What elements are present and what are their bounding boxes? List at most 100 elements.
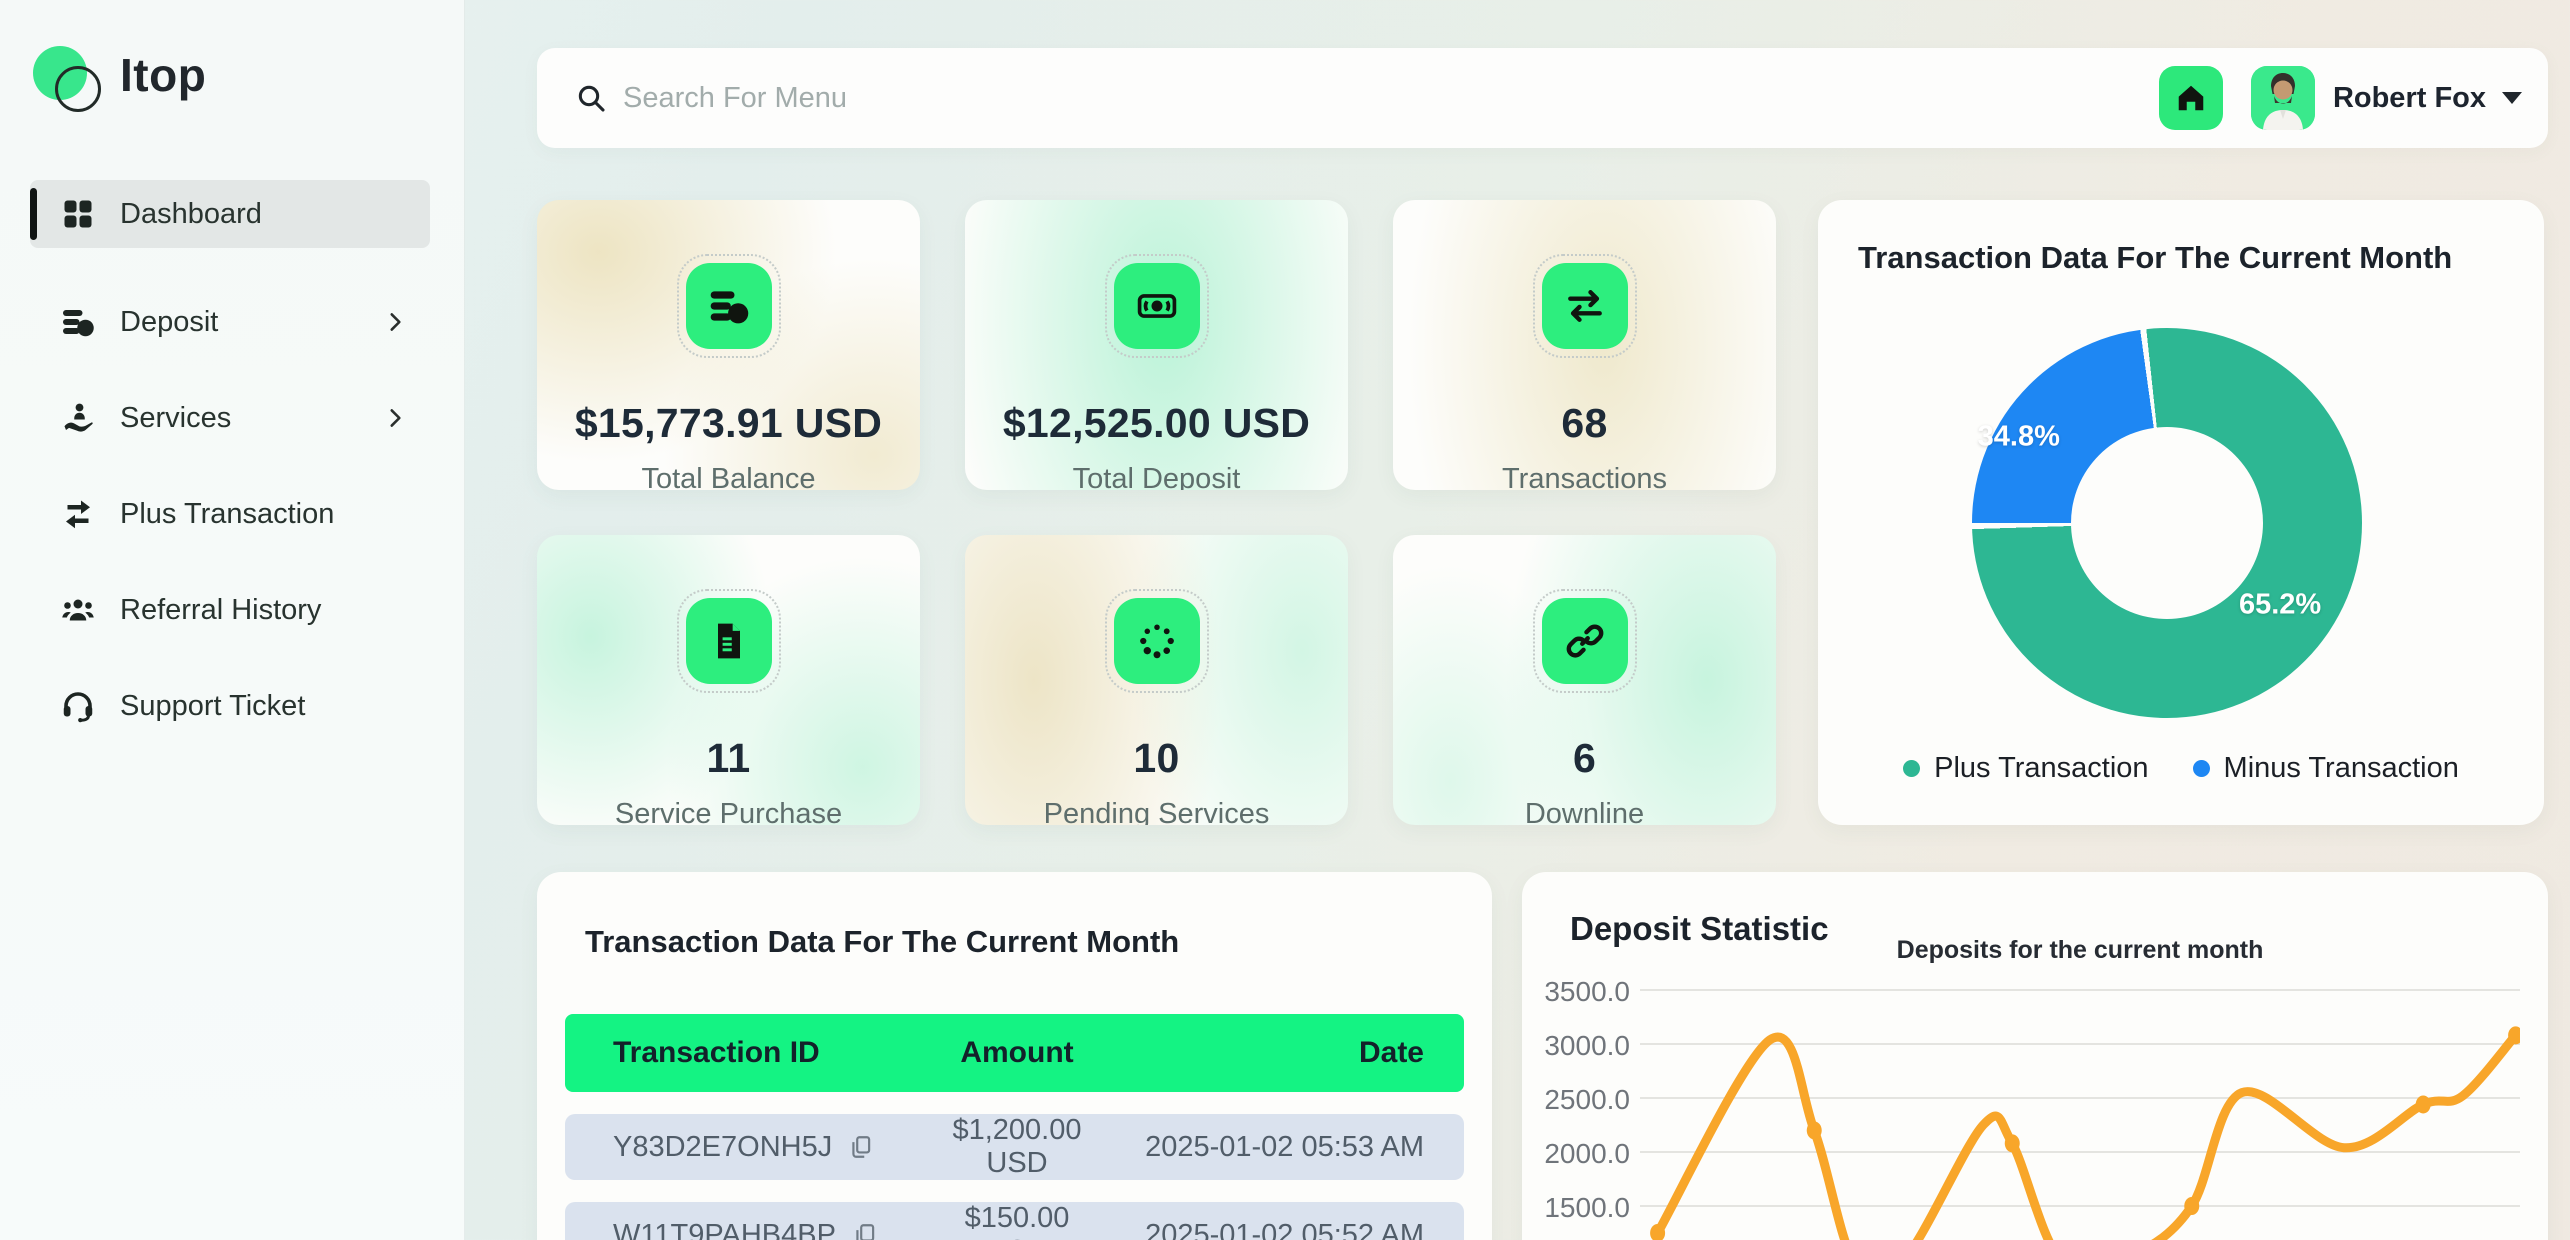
sidebar-item-label: Referral History [120, 593, 322, 626]
legend-item-minus: Minus Transaction [2192, 752, 2459, 785]
y-axis-tick: 2500.0 [1544, 1084, 1630, 1115]
coins-icon [685, 263, 772, 349]
sidebar-item-deposit[interactable]: Deposit [30, 288, 430, 356]
stat-value: 6 [1572, 735, 1597, 781]
y-axis-tick: 3500.0 [1544, 976, 1630, 1007]
y-axis-tick: 2000.0 [1544, 1138, 1630, 1169]
transaction-amount: $150.00 USD [964, 1202, 1070, 1240]
stat-label: Pending Services [1043, 798, 1270, 825]
chevron-right-icon[interactable] [382, 309, 408, 335]
icon-ring [676, 254, 781, 358]
legend-label: Minus Transaction [2223, 752, 2459, 784]
stat-value: $12,525.00 USD [1002, 400, 1311, 446]
hand-service-icon [60, 400, 96, 436]
user-name[interactable]: Robert Fox [2332, 81, 2486, 114]
stat-card-total-balance: $15,773.91 USD Total Balance [537, 200, 920, 490]
sidebar-item-services[interactable]: Services [30, 384, 430, 452]
users-icon [60, 592, 96, 628]
sidebar-item-referral-history[interactable]: Referral History [30, 576, 430, 644]
sidebar-item-label: Support Ticket [120, 689, 306, 722]
dashboard-grid-icon [60, 196, 96, 232]
logo-ring-circle-icon [55, 66, 101, 112]
donut-hole [2071, 427, 2263, 619]
transaction-id: Y83D2E7ONH5J [613, 1130, 833, 1163]
stat-value: $15,773.91 USD [574, 400, 883, 446]
copy-icon[interactable] [852, 1222, 878, 1240]
logo-text: Itop [120, 49, 207, 101]
legend-label: Plus Transaction [1934, 752, 2149, 784]
transfer-arrows-icon [1541, 263, 1628, 349]
stat-label: Service Purchase [614, 798, 843, 825]
chevron-right-icon[interactable] [382, 405, 408, 431]
avatar[interactable] [2250, 66, 2315, 130]
link-icon [1541, 598, 1628, 684]
sidebar-item-label: Plus Transaction [120, 497, 335, 530]
donut-chart: 34.8% 65.2% [1972, 328, 2362, 718]
banknote-icon [1113, 263, 1200, 349]
gridlines [1640, 989, 2520, 1207]
deposit-line-path [1653, 1030, 2520, 1240]
legend-dot [2192, 760, 2210, 777]
icon-ring [1104, 589, 1209, 693]
donut-panel-title: Transaction Data For The Current Month [1858, 240, 2453, 275]
table-header-row: Transaction ID Amount Date [565, 1014, 1464, 1092]
main-content: Robert Fox $15,773.91 USD Total Balance … [465, 0, 2570, 1240]
column-header-amount: Amount [960, 1036, 1074, 1069]
stat-value: 10 [1133, 735, 1180, 781]
home-button[interactable] [2158, 66, 2223, 130]
stat-value: 11 [706, 735, 751, 781]
sidebar-item-label: Services [120, 401, 232, 434]
donut-plus-pct-label: 65.2% [2238, 588, 2322, 621]
spinner-icon [1113, 598, 1200, 684]
sidebar: Itop Dashboard Deposit Services [0, 0, 465, 1240]
donut-panel: Transaction Data For The Current Month 3… [1818, 200, 2544, 825]
sidebar-item-dashboard[interactable]: Dashboard [30, 180, 430, 248]
stat-card-pending-services: 10 Pending Services [965, 535, 1348, 825]
deposit-line-dots [1650, 1026, 2520, 1240]
stat-card-total-deposit: $12,525.00 USD Total Deposit [965, 200, 1348, 490]
transfer-arrows-icon [60, 496, 96, 532]
transaction-amount: $1,200.00 USD [952, 1114, 1082, 1179]
home-icon [2178, 85, 2204, 111]
transaction-id: W11T9PAHB4BP [613, 1218, 836, 1240]
stat-label: Downline [1524, 798, 1645, 825]
document-icon [685, 598, 772, 684]
stat-value: 68 [1561, 400, 1608, 446]
y-axis-tick: 1500.0 [1544, 1192, 1630, 1223]
stat-label: Total Balance [641, 463, 816, 490]
y-axis-tick: 3000.0 [1544, 1030, 1630, 1061]
stat-card-transactions: 68 Transactions [1393, 200, 1776, 490]
deposit-panel-title: Deposit Statistic [1570, 910, 1829, 947]
headset-icon [60, 688, 96, 724]
donut-legend: Plus Transaction Minus Transaction [1818, 752, 2544, 785]
transaction-date: 2025-01-02 05:53 AM [1145, 1130, 1424, 1163]
search-icon [575, 82, 607, 114]
table-row: Y83D2E7ONH5J $1,200.00 USD 2025-01-02 05… [565, 1114, 1464, 1180]
table-row: W11T9PAHB4BP $150.00 USD 2025-01-02 05:5… [565, 1202, 1464, 1240]
stat-label: Transactions [1502, 463, 1667, 490]
coins-icon [60, 304, 96, 340]
icon-ring [1532, 254, 1637, 358]
column-header-date: Date [1358, 1036, 1424, 1069]
stat-card-service-purchase: 11 Service Purchase [537, 535, 920, 825]
legend-dot [1903, 760, 1921, 777]
topbar: Robert Fox [537, 48, 2548, 148]
icon-ring [1532, 589, 1637, 693]
sidebar-item-label: Dashboard [120, 197, 262, 230]
sidebar-menu: Dashboard Deposit Services [0, 150, 464, 740]
chevron-down-icon[interactable] [2502, 92, 2522, 104]
transactions-table-panel: Transaction Data For The Current Month T… [537, 872, 1492, 1240]
transaction-date: 2025-01-02 05:52 AM [1145, 1218, 1424, 1240]
copy-icon[interactable] [848, 1134, 874, 1160]
sidebar-item-plus-transaction[interactable]: Plus Transaction [30, 480, 430, 548]
table-panel-title: Transaction Data For The Current Month [585, 924, 1180, 959]
search-input[interactable] [623, 81, 2159, 115]
stat-label: Total Deposit [1072, 463, 1241, 490]
deposit-line-chart [1640, 989, 2520, 1240]
legend-item-plus: Plus Transaction [1903, 752, 2149, 785]
deposit-chart-subtitle: Deposits for the current month [1896, 936, 2264, 964]
sidebar-item-support-ticket[interactable]: Support Ticket [30, 672, 430, 740]
deposit-statistic-panel: Deposit Statistic Deposits for the curre… [1522, 872, 2548, 1240]
donut-minus-pct-label: 34.8% [1977, 420, 2060, 453]
icon-ring [676, 589, 781, 693]
